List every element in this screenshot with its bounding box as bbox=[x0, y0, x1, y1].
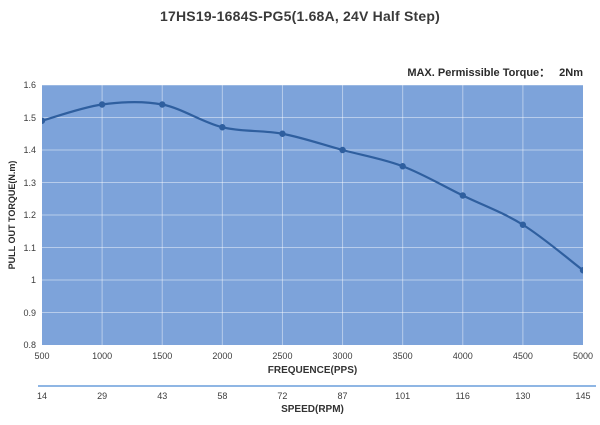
data-point-marker bbox=[219, 124, 226, 131]
speed-tick-label: 58 bbox=[217, 391, 228, 401]
max-torque-label: MAX. Permissible Torque： bbox=[407, 67, 551, 79]
data-point-marker bbox=[399, 163, 406, 170]
data-point-marker bbox=[519, 221, 527, 228]
y-tick-label: 0.8 bbox=[23, 340, 36, 350]
data-point-marker bbox=[98, 101, 106, 108]
x-tick-label: 1000 bbox=[92, 351, 113, 361]
data-point-marker bbox=[459, 192, 466, 199]
y-tick-label: 1.4 bbox=[23, 145, 36, 155]
data-point-marker bbox=[279, 130, 286, 137]
speed-tick-label: 116 bbox=[455, 391, 470, 401]
x-tick-label: 2500 bbox=[272, 351, 293, 361]
y-tick-label: 1.5 bbox=[23, 112, 36, 123]
torque-curve-line bbox=[41, 100, 584, 272]
x-tick-label: 5000 bbox=[572, 351, 594, 361]
y-tick-label: 1.6 bbox=[23, 80, 36, 90]
y-tick-label: 1.2 bbox=[23, 210, 36, 220]
y-tick-label: 1 bbox=[30, 275, 36, 285]
plot-area bbox=[38, 84, 587, 345]
x-tick-label: 1500 bbox=[152, 351, 173, 361]
speed-axis-ruler-line bbox=[38, 385, 596, 387]
speed-tick-label: 130 bbox=[515, 391, 531, 401]
y-tick-label: 1.3 bbox=[23, 177, 36, 188]
x-tick-label: 500 bbox=[34, 351, 50, 361]
speed-tick-label: 101 bbox=[395, 391, 411, 401]
data-point-marker bbox=[339, 146, 346, 154]
speed-tick-label: 29 bbox=[97, 391, 108, 401]
data-point-marker bbox=[159, 101, 166, 108]
x-tick-label: 3500 bbox=[392, 351, 413, 361]
x-axis-title: FREQUENCE(PPS) bbox=[267, 365, 358, 376]
speed-tick-label: 87 bbox=[337, 391, 348, 401]
speed-tick-label: 43 bbox=[157, 391, 168, 401]
chart-title: 17HS19-1684S-PG5(1.68A, 24V Half Step) bbox=[160, 8, 440, 24]
x-tick-label: 3000 bbox=[332, 351, 353, 361]
x-tick-label: 4000 bbox=[452, 351, 473, 361]
max-torque-annotation: MAX. Permissible Torque： 2Nm bbox=[42, 64, 583, 80]
plot-background bbox=[42, 85, 583, 345]
x-tick-label: 4500 bbox=[512, 351, 533, 361]
speed-axis-title: SPEED(RPM) bbox=[281, 404, 344, 415]
max-torque-value: 2Nm bbox=[559, 67, 583, 79]
y-tick-label: 1.1 bbox=[23, 242, 36, 253]
torque-curve-svg bbox=[38, 84, 587, 345]
x-tick-label: 2000 bbox=[212, 351, 233, 361]
y-tick-label: 0.9 bbox=[23, 307, 36, 318]
speed-tick-label: 145 bbox=[575, 391, 591, 401]
speed-tick-label: 14 bbox=[36, 391, 47, 401]
speed-tick-label: 72 bbox=[277, 391, 288, 401]
